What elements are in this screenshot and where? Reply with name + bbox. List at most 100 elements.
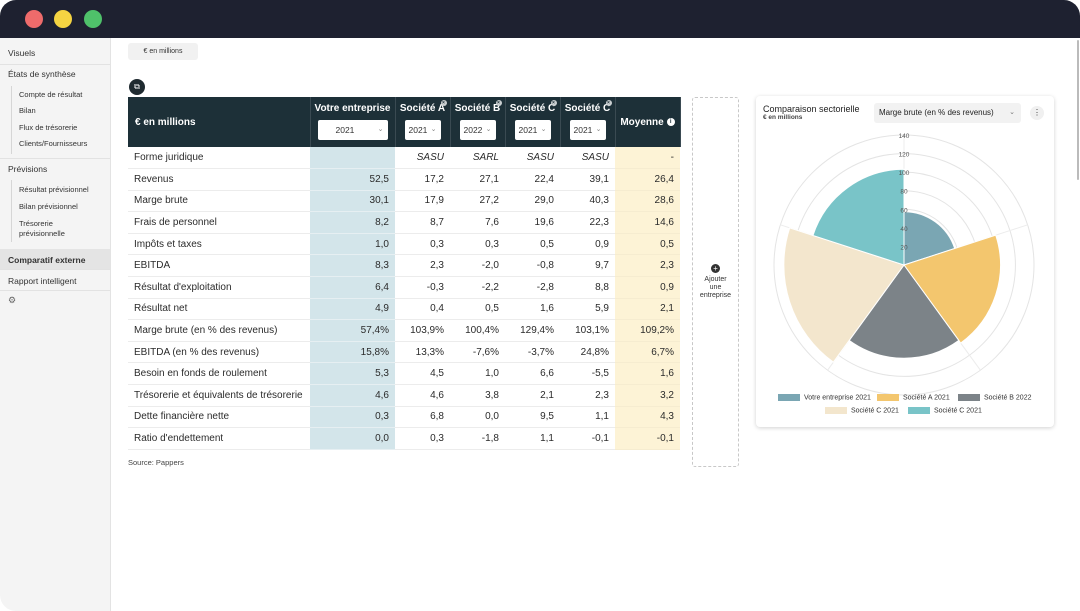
cell-company: 2,3 (560, 384, 615, 407)
legend-label: Société C 2021 (934, 407, 982, 415)
source-note: Source: Pappers (128, 458, 184, 467)
sidebar-item-visuels[interactable]: Visuels (8, 48, 36, 58)
year-select[interactable]: 2021 ⌄ (404, 120, 441, 140)
metric-select[interactable]: Marge brute (en % des revenus) ⌄ (874, 103, 1021, 123)
year-value: 2021 (335, 125, 355, 135)
info-icon[interactable]: i (666, 117, 675, 126)
cell-moyenne: 109,2% (615, 319, 680, 342)
chart-sector[interactable] (848, 264, 960, 359)
tick-label: 100 (899, 170, 910, 177)
chevron-down-icon: ⌄ (1009, 109, 1015, 116)
cell-company: -2,0 (450, 254, 505, 278)
add-company-label: Ajouter (704, 276, 727, 283)
cell-company: -0,3 (395, 276, 450, 299)
cell-moyenne: - (615, 147, 680, 170)
remove-column-icon[interactable]: × (495, 100, 502, 106)
tick-label: 80 (900, 189, 908, 196)
legend-swatch (908, 407, 930, 414)
cell-votre-entreprise: 1,0 (310, 233, 395, 256)
cell-moyenne: 0,5 (615, 233, 680, 256)
row-label: Besoin en fonds de roulement (128, 362, 310, 386)
cell-company: 103,1% (560, 319, 615, 342)
sidebar-item-clients[interactable]: Clients/Fournisseurs (19, 139, 88, 148)
scrollbar[interactable] (1077, 40, 1079, 180)
cell-company: -2,8 (505, 276, 560, 299)
legend-item[interactable]: Société B 2022 (958, 394, 1031, 401)
cell-company: 100,4% (450, 319, 505, 342)
cell-company: 27,1 (450, 168, 505, 191)
year-select[interactable]: 2021 ⌄ (514, 120, 551, 140)
cell-moyenne: 2,1 (615, 298, 680, 321)
remove-column-icon[interactable]: × (605, 100, 612, 106)
remove-column-icon[interactable]: × (440, 100, 447, 106)
sidebar-divider (0, 290, 110, 291)
sidebar-item-bilan-previsionnel[interactable]: Bilan prévisionnel (19, 202, 78, 211)
table-row: Résultat net 4,9 0,4 0,5 1,6 5,9 2,1 (128, 298, 680, 321)
sidebar-item-resultat-previsionnel[interactable]: Résultat prévisionnel (19, 185, 89, 194)
add-company-button[interactable]: + Ajouter une entreprise (692, 97, 739, 467)
year-select[interactable]: 2021 ⌄ (569, 120, 606, 140)
row-label: Impôts et taxes (128, 233, 310, 256)
tick-label: 140 (899, 133, 910, 140)
maximize-window-dot[interactable] (84, 10, 102, 28)
add-company-label: entreprise (699, 292, 732, 299)
chevron-down-icon: ⌄ (377, 126, 384, 133)
chevron-down-icon: ⌄ (595, 126, 602, 133)
cell-company: 3,8 (450, 384, 505, 407)
sidebar-item-rapport[interactable]: Rapport intelligent (8, 276, 77, 286)
cell-company: SARL (450, 147, 505, 170)
polar-area-chart: 20 40 60 80 100 120 140 (773, 133, 1035, 396)
cell-company: 5,9 (560, 298, 615, 321)
add-company-label: une (709, 284, 722, 291)
chart-sector[interactable] (812, 168, 905, 266)
chart-card: Comparaison sectorielle € en millions Ma… (756, 96, 1054, 427)
year-select[interactable]: 2021 ⌄ (317, 120, 388, 140)
sidebar-item-compte-resultat[interactable]: Compte de résultat (19, 90, 83, 99)
year-select[interactable]: 2022 ⌄ (459, 120, 496, 140)
legend-item[interactable]: Votre entreprise 2021 (778, 394, 871, 401)
legend-item[interactable]: Société C 2021 (908, 407, 982, 414)
legend-item[interactable]: Société A 2021 (877, 394, 950, 401)
tick-label: 40 (900, 226, 908, 233)
close-window-dot[interactable] (25, 10, 43, 28)
cell-votre-entreprise: 30,1 (310, 190, 395, 213)
more-options-icon[interactable]: ⋮ (1030, 106, 1044, 120)
chart-sector[interactable] (903, 211, 956, 266)
cell-company: 22,4 (505, 168, 560, 191)
sidebar-item-tresorerie-previsionnelle[interactable]: Trésorerie prévisionnelle (19, 219, 65, 238)
chart-sector[interactable] (903, 234, 1001, 344)
chart-sector[interactable] (783, 227, 905, 363)
sidebar-item-bilan[interactable]: Bilan (19, 106, 36, 115)
cell-company: 22,3 (560, 211, 615, 234)
sidebar-item-previsions[interactable]: Prévisions (8, 164, 48, 174)
cell-company: 27,2 (450, 190, 505, 213)
sidebar-item-comparatif[interactable]: Comparatif externe (8, 255, 86, 265)
table-row: Ratio d'endettement 0,0 0,3 -1,8 1,1 -0,1 -0,1 (128, 427, 680, 450)
row-label: Marge brute (en % des revenus) (128, 319, 310, 342)
legend-item[interactable]: Société C 2021 (825, 407, 899, 414)
sidebar-item-flux[interactable]: Flux de trésorerie (19, 123, 78, 132)
copy-icon[interactable]: ⧉ (129, 79, 145, 95)
sidebar-item-etats[interactable]: États de synthèse (8, 69, 76, 79)
row-label: EBITDA (128, 254, 310, 278)
table-row: Marge brute 30,1 17,9 27,2 29,0 40,3 28,6 (128, 190, 680, 213)
metric-select-value: Marge brute (en % des revenus) (879, 108, 994, 117)
cell-company: 19,6 (505, 211, 560, 234)
table-header-label: € en millions (128, 97, 311, 147)
cell-moyenne: 28,6 (615, 190, 680, 213)
sidebar-tree-line (11, 86, 12, 154)
row-label: Trésorerie et équivalents de trésorerie (128, 384, 310, 407)
cell-company: 17,2 (395, 168, 450, 191)
minimize-window-dot[interactable] (54, 10, 72, 28)
cell-votre-entreprise: 6,4 (310, 276, 395, 299)
gear-icon[interactable]: ⚙ (8, 295, 17, 305)
column-name: Société C (564, 103, 611, 114)
cell-votre-entreprise (310, 147, 395, 170)
cell-company: 1,0 (450, 362, 505, 386)
remove-column-icon[interactable]: × (550, 100, 557, 106)
cell-votre-entreprise: 4,6 (310, 384, 395, 407)
unit-button[interactable]: € en millions (128, 43, 198, 60)
cell-company: 0,4 (395, 298, 450, 321)
column-name: Société A (399, 103, 446, 114)
